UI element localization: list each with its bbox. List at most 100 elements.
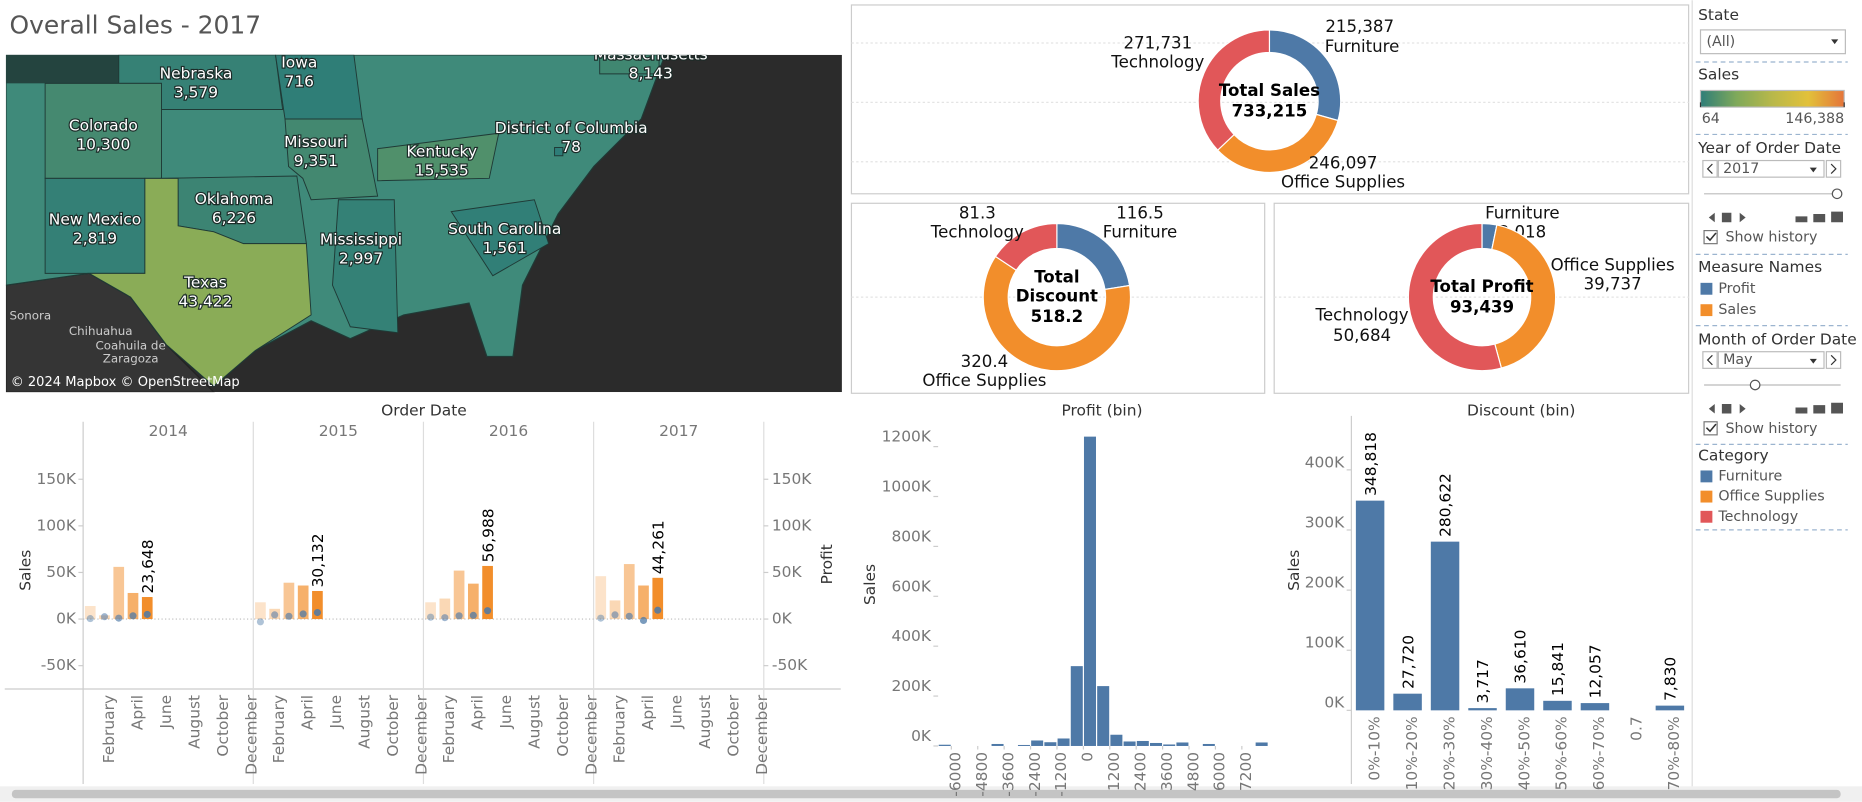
sales-bar[interactable] xyxy=(141,597,153,620)
profit-dot[interactable] xyxy=(625,612,633,620)
profit-dot[interactable] xyxy=(611,611,619,619)
bar[interactable] xyxy=(1355,500,1385,711)
histogram-bar[interactable] xyxy=(1044,742,1057,746)
profit-dot[interactable] xyxy=(271,611,279,619)
donut-slice[interactable] xyxy=(982,255,1132,372)
sales-bar[interactable] xyxy=(595,576,607,620)
histogram-bar[interactable] xyxy=(1017,744,1030,746)
profit-dot[interactable] xyxy=(115,614,123,622)
slice-category: Technology xyxy=(1110,53,1204,72)
dropdown[interactable] xyxy=(1699,29,1846,55)
bar[interactable] xyxy=(1468,708,1497,711)
sales-bar[interactable] xyxy=(652,577,664,620)
slice-category: Office Supplies xyxy=(1551,256,1675,275)
histogram-bar[interactable] xyxy=(1057,738,1070,746)
sales-bar[interactable] xyxy=(113,566,125,620)
sales-bar[interactable] xyxy=(84,606,96,620)
sales-bar[interactable] xyxy=(127,592,139,620)
dropdown[interactable] xyxy=(1717,159,1825,178)
sales-bar[interactable] xyxy=(297,585,309,620)
checkbox[interactable] xyxy=(1703,421,1718,436)
donut-slice[interactable] xyxy=(1407,222,1503,372)
bar[interactable] xyxy=(1393,693,1422,711)
profit-dot[interactable] xyxy=(455,612,463,620)
histogram-bar[interactable] xyxy=(1083,436,1096,746)
slice-value: 320.4 xyxy=(961,352,1009,371)
playback-controls[interactable] xyxy=(1708,403,1746,414)
bar[interactable] xyxy=(1580,703,1610,711)
histogram-bar[interactable] xyxy=(1202,743,1215,746)
sales-bar[interactable] xyxy=(638,585,649,620)
sales-bar[interactable] xyxy=(425,602,436,620)
place-label: Coahuila de xyxy=(95,338,165,352)
histogram-bar[interactable] xyxy=(1176,742,1189,746)
step-forward[interactable] xyxy=(1825,351,1842,369)
dropdown[interactable] xyxy=(1717,351,1825,369)
bar[interactable] xyxy=(1505,688,1535,711)
bar[interactable] xyxy=(1430,541,1460,711)
x-tick-label: October xyxy=(554,694,572,756)
map-region[interactable] xyxy=(554,146,564,157)
histogram-bar[interactable] xyxy=(991,743,1004,746)
donut-slice[interactable] xyxy=(1491,224,1557,369)
profit-dot[interactable] xyxy=(256,618,264,626)
panel-frame xyxy=(850,4,1690,195)
map-region[interactable] xyxy=(450,199,550,277)
histogram-bar[interactable] xyxy=(1031,740,1044,746)
step-back[interactable] xyxy=(1702,351,1718,369)
profit-dot[interactable] xyxy=(285,612,293,620)
region-name: Massachusetts xyxy=(594,45,708,63)
step-back[interactable] xyxy=(1702,159,1718,178)
profit-dot[interactable] xyxy=(597,614,605,622)
bar[interactable] xyxy=(1655,705,1685,711)
histogram-bar[interactable] xyxy=(1163,744,1176,746)
step-forward[interactable] xyxy=(1825,159,1842,178)
profit-dot[interactable] xyxy=(427,613,435,621)
playback-controls[interactable] xyxy=(1708,212,1746,223)
histogram-bar[interactable] xyxy=(1255,742,1268,746)
bar[interactable] xyxy=(1543,700,1572,711)
sales-bar[interactable] xyxy=(453,570,465,620)
profit-dot[interactable] xyxy=(484,607,492,615)
profit-dot[interactable] xyxy=(86,615,94,623)
map-region[interactable] xyxy=(599,54,660,75)
sales-bar[interactable] xyxy=(439,598,451,620)
profit-dot[interactable] xyxy=(129,612,137,620)
map-region[interactable] xyxy=(377,132,500,182)
histogram-bar[interactable] xyxy=(1097,686,1110,746)
profit-dot[interactable] xyxy=(100,613,109,621)
profit-dot[interactable] xyxy=(469,611,477,619)
map-region[interactable] xyxy=(332,199,399,334)
map-region[interactable] xyxy=(284,118,379,201)
checkbox[interactable] xyxy=(1703,230,1718,245)
x-tick-label: -2400 xyxy=(1026,752,1044,797)
sales-bar[interactable] xyxy=(623,564,635,620)
histogram-bar[interactable] xyxy=(938,744,951,746)
histogram-bar[interactable] xyxy=(1070,666,1083,746)
donut-slice[interactable] xyxy=(994,222,1058,272)
profit-dot[interactable] xyxy=(654,606,662,614)
profit-dot[interactable] xyxy=(639,616,648,625)
profit-dot[interactable] xyxy=(313,608,321,617)
map-region[interactable] xyxy=(87,177,312,387)
sales-bar[interactable] xyxy=(467,583,479,620)
histogram-bar[interactable] xyxy=(1110,734,1123,746)
sales-bar[interactable] xyxy=(312,590,323,620)
sales-bar[interactable] xyxy=(283,582,295,620)
donut-slice[interactable] xyxy=(1197,29,1271,151)
sales-bar[interactable] xyxy=(482,565,493,620)
histogram-bar[interactable] xyxy=(1123,741,1136,746)
sales-bar[interactable] xyxy=(255,602,266,620)
profit-dot[interactable] xyxy=(143,610,151,618)
scrollbar-thumb[interactable] xyxy=(11,789,1841,799)
slider-knob[interactable] xyxy=(1831,188,1843,200)
speed-controls[interactable] xyxy=(1795,211,1844,223)
histogram-bar[interactable] xyxy=(1149,742,1163,746)
speed-controls[interactable] xyxy=(1795,402,1844,414)
slider-knob[interactable] xyxy=(1749,379,1761,391)
profit-dot[interactable] xyxy=(299,610,307,618)
histogram-bar[interactable] xyxy=(1136,740,1149,746)
profit-dot[interactable] xyxy=(441,614,449,622)
x-tick-label: June xyxy=(157,695,175,730)
sales-bar[interactable] xyxy=(609,600,621,620)
